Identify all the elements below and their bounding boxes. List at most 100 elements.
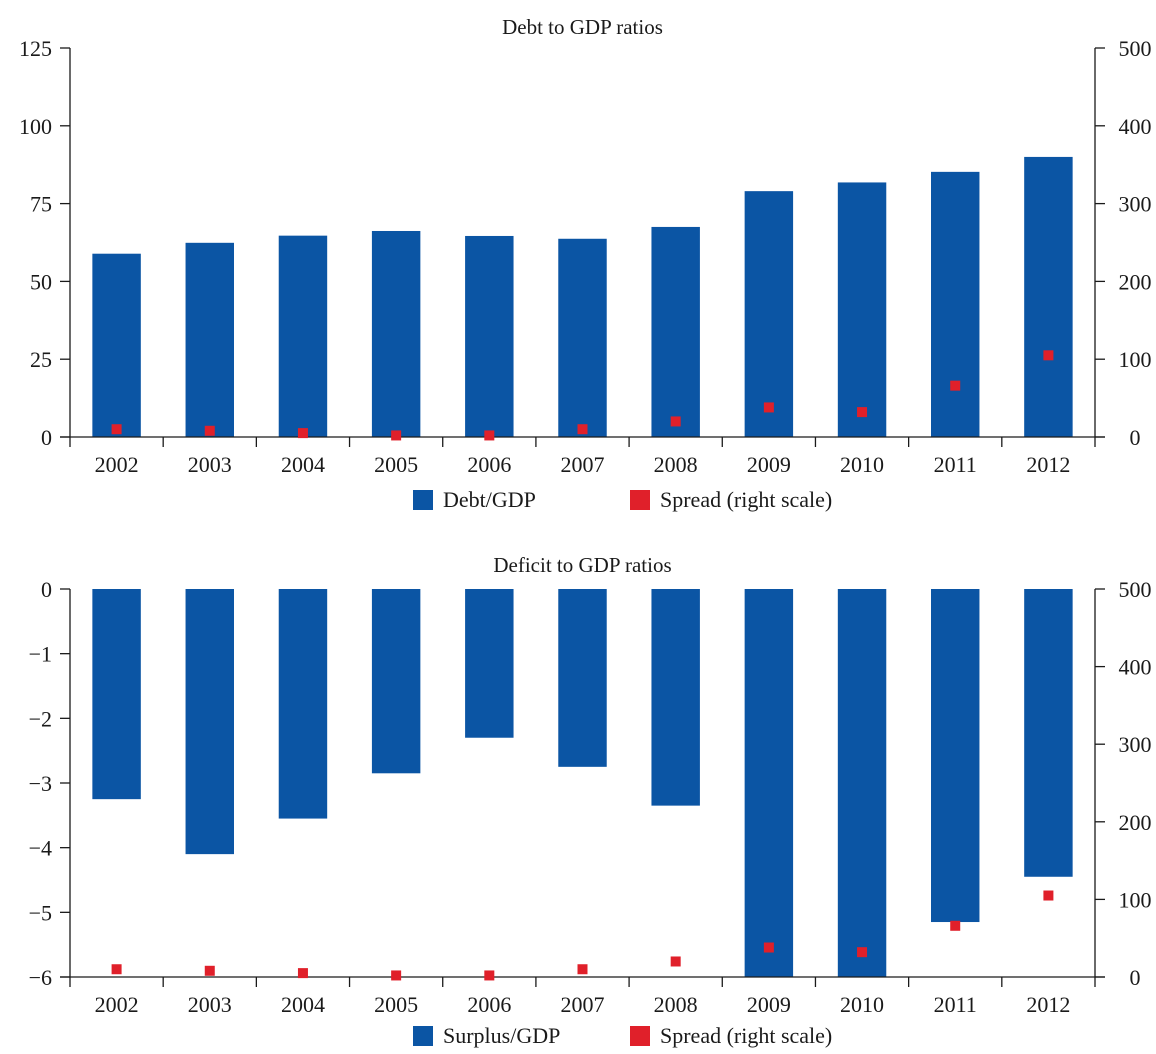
- category-label-2003: 2003: [188, 452, 232, 477]
- bar-2006: [465, 235, 514, 437]
- category-label-2008: 2008: [654, 992, 698, 1017]
- category-label-2006: 2006: [467, 992, 511, 1017]
- left-tick-label: 25: [30, 347, 52, 372]
- left-tick-label: 125: [19, 36, 52, 61]
- right-tick-label: 400: [1119, 655, 1152, 680]
- spread-marker-2008: [670, 956, 681, 967]
- spread-marker-2009: [763, 402, 774, 413]
- bar-2009: [744, 589, 794, 977]
- bar-2004: [278, 235, 328, 437]
- category-label-2009: 2009: [747, 992, 791, 1017]
- spread-marker-2002: [111, 424, 122, 435]
- left-tick-label: 100: [19, 114, 52, 139]
- bar-2011: [931, 589, 980, 923]
- legend-label-bar: Surplus/GDP: [443, 1023, 560, 1048]
- category-label-2005: 2005: [374, 452, 418, 477]
- right-tick-label: 200: [1119, 269, 1152, 294]
- category-label-2012: 2012: [1026, 452, 1070, 477]
- left-tick-label: 50: [30, 269, 52, 294]
- spread-marker-2007: [577, 424, 588, 435]
- legend-swatch-spread: [630, 490, 650, 510]
- category-label-2004: 2004: [281, 992, 325, 1017]
- category-label-2006: 2006: [467, 452, 511, 477]
- legend-swatch-bar: [413, 490, 433, 510]
- category-label-2009: 2009: [747, 452, 791, 477]
- spread-marker-2006: [484, 970, 495, 981]
- bar-2007: [558, 238, 607, 437]
- left-tick-label: −3: [29, 771, 52, 796]
- bar-2006: [465, 589, 514, 738]
- left-tick-label: −2: [29, 706, 52, 731]
- spread-marker-2005: [391, 970, 402, 981]
- category-label-2008: 2008: [654, 452, 698, 477]
- legend: Debt/GDP Spread (right scale): [413, 487, 832, 512]
- left-tick-label: 0: [41, 425, 52, 450]
- left-tick-label: −4: [29, 836, 52, 861]
- chart-title: Debt to GDP ratios: [502, 15, 663, 39]
- spread-marker-2006: [484, 430, 495, 441]
- spread-marker-2004: [297, 968, 308, 979]
- category-label-2011: 2011: [934, 452, 977, 477]
- spread-marker-2002: [111, 964, 122, 975]
- bar-2010: [837, 182, 887, 437]
- spread-marker-2012: [1043, 350, 1054, 361]
- spread-marker-2012: [1043, 890, 1054, 901]
- bar-2012: [1024, 589, 1073, 877]
- bar-2003: [185, 242, 234, 437]
- legend-swatch-bar: [413, 1026, 433, 1046]
- spread-marker-2003: [204, 965, 215, 976]
- category-label-2005: 2005: [374, 992, 418, 1017]
- category-label-2004: 2004: [281, 452, 325, 477]
- spread-marker-2007: [577, 964, 588, 975]
- category-label-2007: 2007: [561, 992, 605, 1017]
- category-label-2002: 2002: [95, 992, 139, 1017]
- spread-marker-2010: [857, 407, 868, 418]
- right-tick-label: 300: [1119, 192, 1152, 217]
- chart-deficit: Deficit to GDP ratios −6 −5 −4 −3 −2 −1 0 0 100 20…: [29, 553, 1152, 1048]
- category-label-2007: 2007: [561, 452, 605, 477]
- spread-marker-2009: [763, 942, 774, 953]
- right-tick-label: 500: [1119, 36, 1152, 61]
- left-tick-label: −5: [29, 900, 52, 925]
- bar-2002: [92, 589, 141, 800]
- right-tick-label: 0: [1130, 965, 1141, 990]
- bar-2012: [1024, 156, 1073, 438]
- right-tick-label: 200: [1119, 810, 1152, 835]
- bar-2011: [931, 171, 980, 437]
- bar-2005: [371, 230, 421, 437]
- left-tick-label: 0: [41, 577, 52, 602]
- category-label-2011: 2011: [934, 992, 977, 1017]
- spread-marker-2011: [950, 380, 961, 391]
- spread-marker-2004: [297, 428, 308, 439]
- spread-marker-2003: [204, 425, 215, 436]
- left-tick-label: −1: [29, 642, 52, 667]
- bar-2005: [371, 589, 421, 774]
- legend-label-spread: Spread (right scale): [660, 1023, 832, 1048]
- left-tick-label: 75: [30, 192, 52, 217]
- spread-marker-2008: [670, 416, 681, 427]
- bar-2008: [651, 589, 700, 806]
- right-tick-label: 500: [1119, 577, 1152, 602]
- right-tick-label: 400: [1119, 114, 1152, 139]
- legend-label-bar: Debt/GDP: [443, 487, 536, 512]
- right-tick-label: 300: [1119, 732, 1152, 757]
- left-tick-label: −6: [29, 965, 52, 990]
- right-tick-label: 0: [1130, 425, 1141, 450]
- bar-2004: [278, 589, 328, 819]
- bar-2008: [651, 226, 700, 437]
- legend-label-spread: Spread (right scale): [660, 487, 832, 512]
- right-tick-label: 100: [1119, 887, 1152, 912]
- bar-2002: [92, 253, 141, 437]
- bar-2009: [744, 191, 794, 437]
- legend: Surplus/GDP Spread (right scale): [413, 1023, 832, 1048]
- bar-2003: [185, 589, 234, 855]
- chart-debt: Debt to GDP ratios 0 25 50 75 100 125 0 100 200 30…: [19, 15, 1152, 512]
- chart-title: Deficit to GDP ratios: [493, 553, 671, 577]
- legend-swatch-spread: [630, 1026, 650, 1046]
- right-tick-label: 100: [1119, 347, 1152, 372]
- category-label-2003: 2003: [188, 992, 232, 1017]
- bar-2007: [558, 589, 607, 767]
- category-label-2012: 2012: [1026, 992, 1070, 1017]
